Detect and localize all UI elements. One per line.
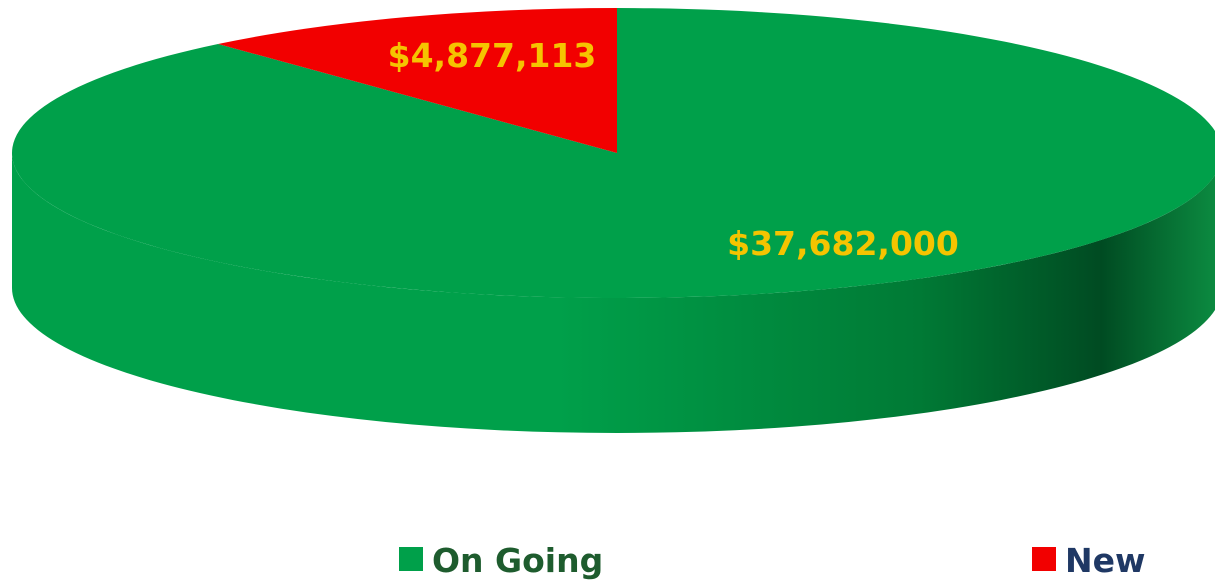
legend-item-new: New (1032, 541, 1146, 580)
data-label-new: $4,877,113 (388, 36, 597, 75)
pie-slice-on-going (12, 8, 1215, 298)
legend-item-on-going: On Going (399, 541, 603, 580)
data-label-on-going: $37,682,000 (727, 224, 959, 263)
legend-swatch-new (1032, 547, 1056, 571)
legend-label-new: New (1065, 541, 1146, 580)
pie-side-wall (12, 153, 1215, 433)
legend-label-on-going: On Going (432, 541, 603, 580)
pie-slice-new (218, 8, 617, 153)
legend: On Going New (399, 541, 1146, 580)
legend-swatch-on-going (399, 547, 423, 571)
